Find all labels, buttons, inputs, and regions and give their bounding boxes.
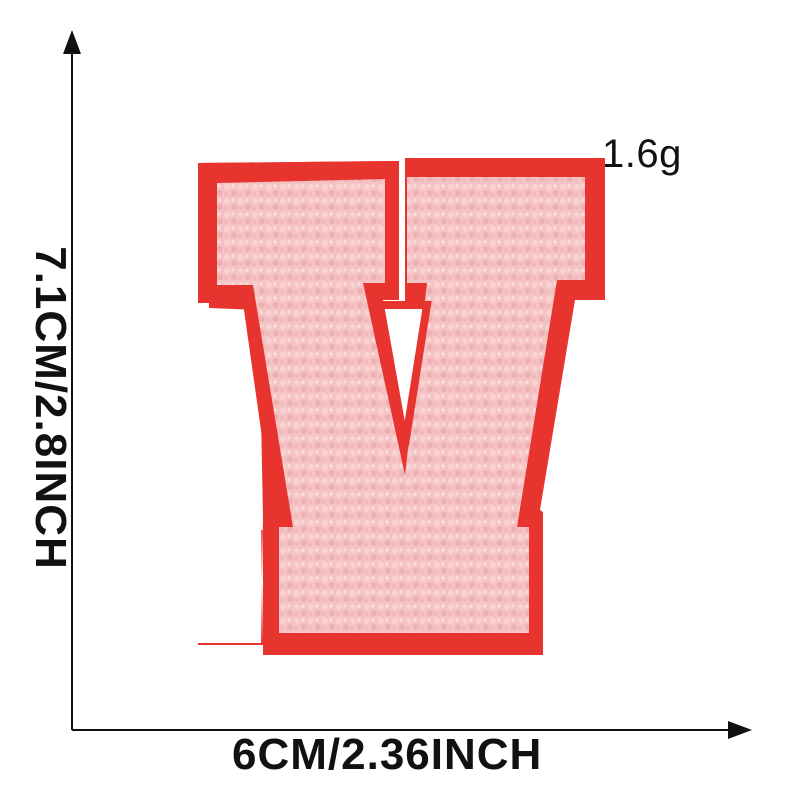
weight-label: 1.6g	[602, 132, 682, 176]
felt-gap	[399, 155, 405, 305]
height-dimension-label: 7.1CM/2.8INCH	[26, 246, 75, 570]
right-arrow-icon	[728, 721, 752, 739]
width-dimension-label: 6CM/2.36INCH	[232, 730, 543, 779]
v-notch-border	[375, 301, 432, 446]
v-notch	[380, 305, 427, 445]
chenille-fill	[217, 177, 585, 633]
up-arrow-icon	[63, 30, 81, 54]
letter-v-patch	[198, 155, 605, 655]
